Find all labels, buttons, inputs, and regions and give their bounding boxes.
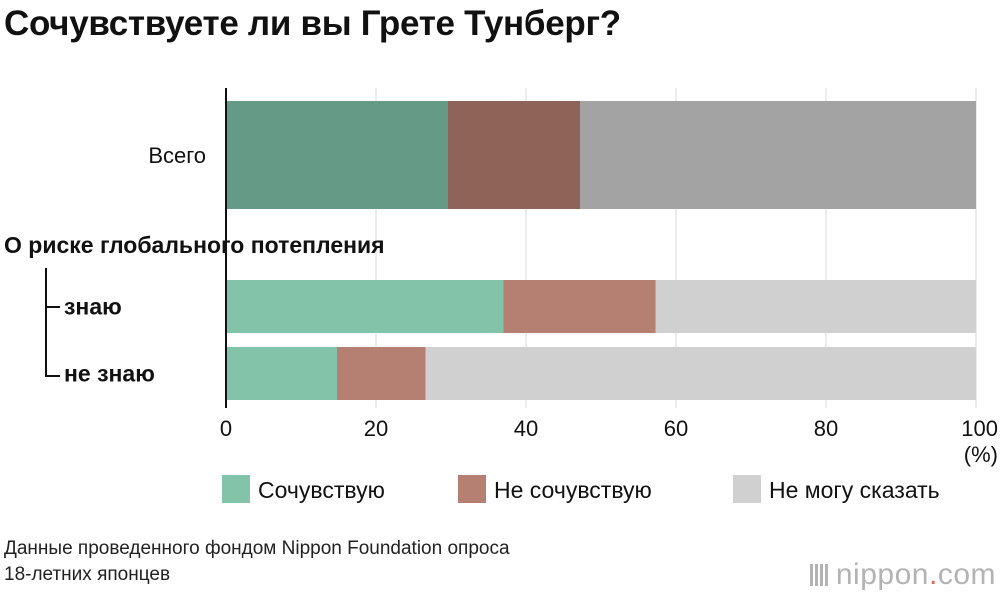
brand-name: nippon [835, 558, 929, 591]
bar-segment-1-2 [655, 280, 976, 333]
logo-bars-icon [809, 564, 830, 586]
legend-label-2: Не могу сказать [769, 477, 940, 503]
x-unit-label: (%) [964, 442, 998, 467]
x-tick-label: 80 [814, 416, 838, 441]
bar-segment-2-2 [425, 347, 976, 400]
legend-swatch-2 [733, 475, 761, 503]
row-label: не знаю [64, 361, 155, 387]
bar-segment-2-0 [226, 347, 337, 400]
x-tick-label: 20 [364, 416, 388, 441]
row-label: Всего [148, 143, 206, 168]
footnote-line-2: 18-летних японцев [4, 564, 171, 585]
bar-segment-0-0 [226, 101, 448, 209]
row-label: знаю [64, 294, 122, 320]
bar-segment-0-1 [448, 101, 580, 209]
x-tick-label: 40 [514, 416, 538, 441]
legend-swatch-0 [222, 475, 250, 503]
bar-segment-0-2 [580, 101, 976, 209]
legend-label-1: Не сочувствую [494, 477, 652, 503]
group-bracket [45, 268, 60, 377]
footnote-line-1: Данные проведенного фондом Nippon Founda… [4, 538, 510, 559]
brand-tld: com [937, 558, 996, 591]
x-tick-label: 0 [220, 416, 232, 441]
brand-dot: . [928, 558, 938, 591]
x-tick-label: 60 [664, 416, 688, 441]
chart-title: Сочувствуете ли вы Грете Тунберг? [4, 4, 621, 43]
source-footnote: Данные проведенного фондом Nippon Founda… [4, 536, 510, 588]
bar-segment-1-1 [503, 280, 656, 333]
bar-segment-1-0 [226, 280, 504, 333]
legend-label-0: Сочувствую [258, 477, 385, 503]
legend-swatch-1 [458, 475, 486, 503]
brand-logo: nippon.com [809, 558, 996, 592]
x-tick-label: 100 [961, 416, 998, 441]
group-label: О риске глобального потепления [4, 232, 385, 258]
bar-segment-2-1 [337, 347, 426, 400]
